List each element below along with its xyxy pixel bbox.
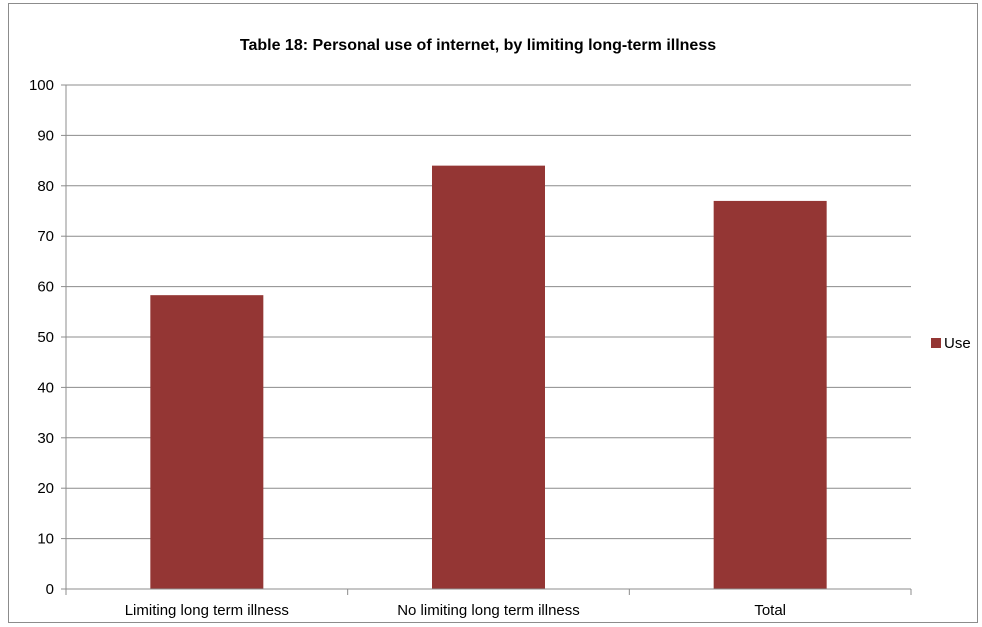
y-tick-label: 30 [37, 430, 54, 447]
legend: Use [931, 335, 971, 352]
y-tick-label: 40 [37, 379, 54, 396]
y-tick-label: 80 [37, 178, 54, 195]
x-tick-label: No limiting long term illness [397, 602, 580, 619]
bars [150, 165, 827, 590]
y-tick-label: 20 [37, 480, 54, 497]
x-tick-label: Total [754, 602, 786, 619]
y-tick-label: 100 [29, 77, 54, 94]
y-axis-ticks: 0 10 20 30 40 50 60 70 80 90 100 [29, 77, 66, 598]
bar [713, 200, 827, 590]
bar [432, 165, 545, 589]
legend-swatch [931, 338, 941, 348]
x-axis: Limiting long term illness No limiting lo… [61, 85, 912, 619]
y-tick-label: 60 [37, 279, 54, 296]
y-tick-label: 10 [37, 531, 54, 548]
y-tick-label: 50 [37, 329, 54, 346]
y-tick-label: 0 [46, 581, 54, 598]
chart-title: Table 18: Personal use of internet, by l… [240, 37, 716, 54]
y-tick-label: 70 [37, 228, 54, 245]
bar [150, 295, 264, 589]
legend-label: Use [944, 335, 971, 352]
x-tick-label: Limiting long term illness [125, 602, 289, 619]
y-tick-label: 90 [37, 127, 54, 144]
